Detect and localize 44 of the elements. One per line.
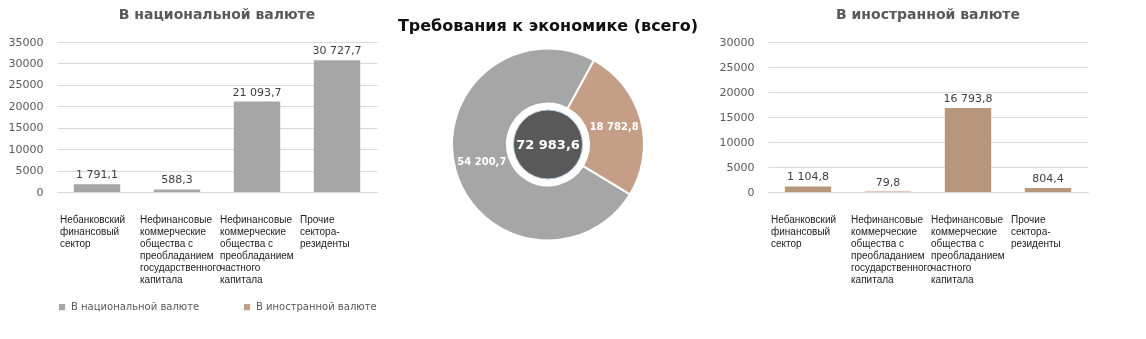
x-tick-label: Нефинансовые коммерческие общества с преобладанием частного капитала <box>220 213 294 285</box>
y-tick-label: 20000 <box>8 99 44 113</box>
x-tick-label: Небанковский финансовый сектор <box>60 213 126 249</box>
data-label: 21 093,7 <box>232 85 282 99</box>
data-label: 804,4 <box>1032 171 1064 185</box>
y-tick-label: 20000 <box>719 85 755 99</box>
x-tick-label: Прочие сектора-резиденты <box>1011 213 1061 249</box>
x-tick-label: Прочие сектора-резиденты <box>300 213 350 249</box>
data-label: 18 782,8 <box>589 120 639 132</box>
y-tick-label: 25000 <box>719 60 755 74</box>
bar <box>784 186 832 192</box>
chart-title: В иностранной валюте <box>836 6 1020 22</box>
bar <box>73 184 121 192</box>
legend-label: В национальной валюте <box>71 301 200 313</box>
bar <box>313 60 361 192</box>
data-label: 79,8 <box>875 175 901 189</box>
legend-label: В иностранной валюте <box>256 301 377 313</box>
y-tick-label: 30000 <box>719 35 755 49</box>
bar <box>153 189 201 192</box>
chart-title: В национальной валюте <box>118 6 316 22</box>
data-label: 1 791,1 <box>76 168 118 182</box>
y-tick-label: 10000 <box>8 142 44 156</box>
bar <box>944 108 992 192</box>
y-tick-label: 15000 <box>719 110 755 124</box>
bar <box>1024 187 1072 192</box>
y-tick-label: 35000 <box>8 35 44 49</box>
y-tick-label: 25000 <box>8 78 44 92</box>
data-label: 1 104,8 <box>787 170 829 184</box>
y-tick-label: 15000 <box>8 121 44 135</box>
data-label: 16 793,8 <box>943 92 993 106</box>
text: 72 983,6 <box>516 136 580 152</box>
y-tick-label: 0 <box>747 185 755 199</box>
chart-title: Требования к экономике (всего) <box>397 16 699 35</box>
y-tick-label: 5000 <box>726 160 755 174</box>
bar <box>233 101 281 192</box>
data-label: 54 200,7 <box>457 156 507 168</box>
y-tick-label: 10000 <box>719 135 755 149</box>
x-tick-label: Небанковский финансовый сектор <box>771 213 837 249</box>
data-label: 588,3 <box>161 173 193 187</box>
y-tick-label: 30000 <box>8 56 44 70</box>
y-tick-label: 5000 <box>15 164 44 178</box>
x-tick-label: Нефинансовые коммерческие общества с преобладанием частного капитала <box>931 213 1005 285</box>
data-label: 30 727,7 <box>312 44 362 58</box>
y-tick-label: 0 <box>36 185 44 199</box>
